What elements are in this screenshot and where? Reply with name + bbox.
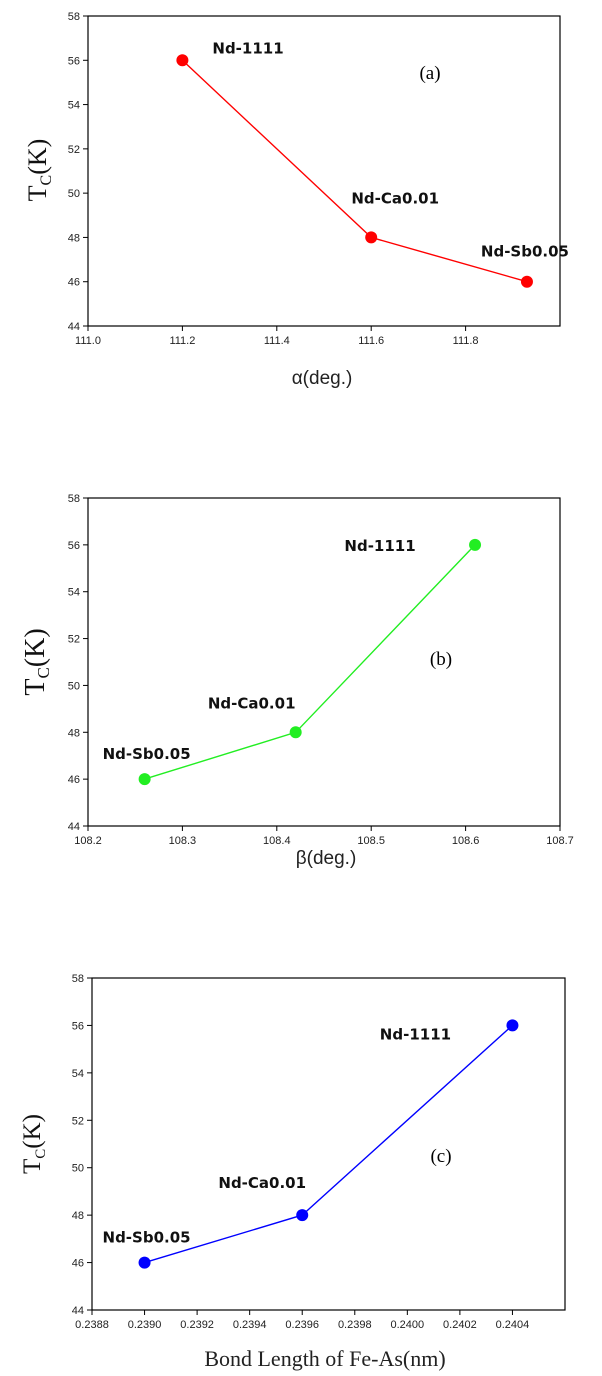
y-tick-label: 52 — [72, 1115, 84, 1127]
data-label: Nd-Sb0.05 — [481, 243, 569, 261]
data-point — [138, 1256, 151, 1269]
y-tick-label: 44 — [68, 321, 80, 333]
data-label: Nd-Ca0.01 — [351, 189, 439, 207]
data-label: Nd-Ca0.01 — [208, 694, 296, 712]
x-tick-label: 0.2398 — [338, 1319, 372, 1331]
x-axis-label: α(deg.) — [292, 368, 353, 389]
y-tick-label: 44 — [68, 821, 80, 833]
x-tick-label: 0.2404 — [496, 1319, 530, 1331]
x-tick-label: 0.2392 — [180, 1319, 214, 1331]
y-tick-label: 56 — [72, 1020, 84, 1032]
data-label: Nd-Sb0.05 — [103, 1229, 191, 1247]
x-tick-label: 0.2388 — [75, 1319, 109, 1331]
panel-tag: (a) — [419, 63, 440, 84]
chart-panel-3: 44 46 48 50 52 54 56 58 0.2388 0.2390 0.2392 0.2394… — [19, 973, 566, 1371]
x-tick-label: 0.2402 — [443, 1319, 477, 1331]
y-tick-label: 52 — [68, 634, 80, 646]
y-tick-label: 54 — [68, 587, 80, 599]
y-tick-label: 46 — [72, 1258, 84, 1270]
data-point — [296, 1209, 309, 1222]
y-tick-label: 54 — [68, 100, 80, 112]
panel-tag: (b) — [430, 649, 452, 670]
x-tick-label: 0.2394 — [233, 1319, 267, 1331]
y-tick-label: 58 — [72, 973, 84, 985]
data-point — [138, 773, 151, 786]
x-axis-label: β(deg.) — [296, 848, 357, 869]
data-label: Nd-1111 — [380, 1025, 451, 1043]
data-label: Nd-1111 — [212, 39, 283, 57]
chart-panel-1: 44 46 48 50 52 54 56 58 111.0 111.2 111.4 111.6 111.… — [23, 11, 569, 389]
data-label: Nd-1111 — [344, 537, 415, 555]
y-tick-label: 46 — [68, 277, 80, 289]
y-tick-label: 44 — [72, 1305, 84, 1317]
x-tick-label: 111.0 — [75, 335, 101, 347]
y-tick-label: 56 — [68, 540, 80, 552]
y-tick-label: 50 — [68, 680, 80, 692]
x-axis-label: Bond Length of Fe-As(nm) — [204, 1346, 445, 1371]
y-tick-label: 58 — [68, 11, 80, 23]
y-tick-label: 54 — [72, 1068, 84, 1080]
y-tick-label: 52 — [68, 144, 80, 156]
x-tick-label: 0.2396 — [285, 1319, 319, 1331]
x-tick-label: 111.6 — [358, 335, 384, 347]
x-tick-label: 108.3 — [169, 835, 197, 847]
x-tick-label: 111.2 — [169, 335, 195, 347]
data-point — [176, 54, 189, 67]
y-tick-label: 48 — [68, 727, 80, 739]
x-tick-label: 111.8 — [453, 335, 479, 347]
x-tick-label: 108.2 — [74, 835, 102, 847]
y-tick-label: 58 — [68, 493, 80, 505]
data-point — [289, 726, 302, 739]
x-tick-label: 108.6 — [452, 835, 480, 847]
data-point — [520, 275, 533, 288]
plot-frame — [87, 497, 561, 827]
y-axis-label: TC(K) — [20, 628, 53, 695]
y-tick-label: 48 — [68, 232, 80, 244]
data-point — [365, 231, 378, 244]
x-tick-label: 111.4 — [264, 335, 290, 347]
data-point — [506, 1019, 519, 1032]
chart-panel-2: 44 46 48 50 52 54 56 58 108.2 108.3 108.4 108.5 108.… — [20, 493, 574, 869]
data-label: Nd-Sb0.05 — [103, 745, 191, 763]
y-axis-label: TC(K) — [19, 1114, 49, 1174]
plot-frame — [87, 15, 561, 327]
y-tick-label: 48 — [72, 1210, 84, 1222]
x-tick-label: 0.2400 — [391, 1319, 425, 1331]
data-point — [469, 538, 482, 551]
data-label: Nd-Ca0.01 — [218, 1174, 306, 1192]
series-line — [144, 544, 476, 780]
x-tick-label: 108.7 — [546, 835, 574, 847]
series-line — [181, 59, 528, 283]
x-tick-label: 108.4 — [263, 835, 291, 847]
y-tick-label: 50 — [68, 188, 80, 200]
y-axis-label: TC(K) — [23, 139, 55, 202]
plot-frame — [91, 977, 566, 1311]
y-tick-label: 46 — [68, 774, 80, 786]
x-tick-label: 0.2390 — [128, 1319, 162, 1331]
x-tick-label: 108.5 — [357, 835, 385, 847]
y-tick-label: 56 — [68, 55, 80, 67]
series-line — [144, 1024, 513, 1264]
panel-tag: (c) — [430, 1146, 451, 1167]
y-tick-label: 50 — [72, 1163, 84, 1175]
